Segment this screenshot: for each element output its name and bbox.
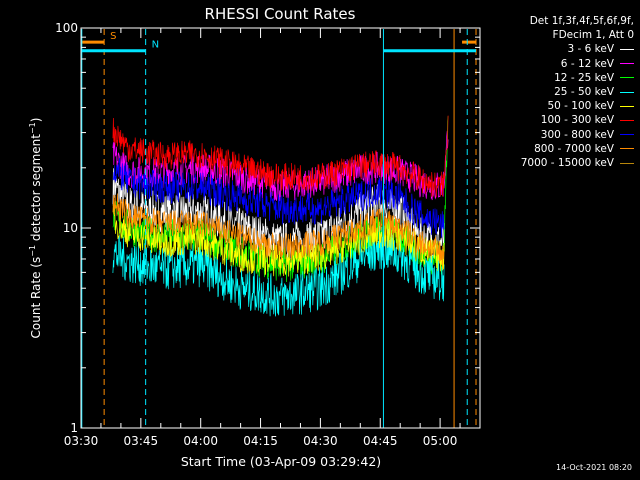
y-axis-label: Count Rate (s−1 detector segment−1) — [28, 118, 43, 339]
legend-swatch — [620, 63, 634, 65]
legend-entry: 3 - 6 keV — [478, 42, 634, 56]
legend-entry-label: 800 - 7000 keV — [534, 142, 614, 155]
series-line — [112, 193, 445, 267]
y-tick-label: 100 — [55, 21, 78, 35]
legend-entry-label: 50 - 100 keV — [547, 100, 614, 113]
legend-entry: 100 - 300 keV — [478, 113, 634, 127]
legend-entry: 6 - 12 keV — [478, 57, 634, 71]
x-tick-label: 05:00 — [423, 434, 458, 448]
marker-label: N — [152, 40, 159, 51]
legend-rows: 3 - 6 keV 6 - 12 keV 12 - 25 keV 25 - 50 ke… — [478, 42, 634, 170]
x-tick-label: 04:00 — [183, 434, 218, 448]
legend-swatch — [620, 49, 634, 50]
chart-title: RHESSI Count Rates — [205, 5, 356, 23]
legend-swatch — [620, 134, 634, 136]
annotation-layer: SN — [81, 29, 477, 428]
legend-swatch — [620, 105, 634, 107]
x-tick-label: 04:30 — [303, 434, 338, 448]
legend-entry: 50 - 100 keV — [478, 99, 634, 113]
legend-swatch — [620, 162, 634, 164]
y-tick-label: 1 — [70, 421, 78, 435]
legend-entry-label: 300 - 800 keV — [540, 128, 614, 141]
x-tick-label: 04:45 — [363, 434, 398, 448]
legend: Det 1f,3f,4f,5f,6f,9f, FDecim 1, Att 0 3… — [478, 14, 634, 170]
x-tick-label: 03:45 — [124, 434, 159, 448]
y-tick-label: 10 — [63, 221, 78, 235]
marker-label: S — [110, 31, 116, 42]
series-line — [112, 168, 445, 261]
legend-entry-label: 12 - 25 keV — [554, 71, 614, 84]
legend-entry-label: 25 - 50 keV — [554, 86, 614, 99]
legend-detector-line: Det 1f,3f,4f,5f,6f,9f, — [529, 15, 634, 27]
series-layer — [112, 115, 449, 317]
y-axis-label-pre: Count Rate (s — [29, 257, 43, 339]
x-tick-label: 04:15 — [243, 434, 278, 448]
legend-entry: 7000 - 15000 keV — [478, 156, 634, 170]
legend-entry: 25 - 50 keV — [478, 85, 634, 99]
legend-entry: 800 - 7000 keV — [478, 142, 634, 156]
legend-swatch — [620, 91, 634, 93]
y-axis-label-sup2: −1 — [28, 122, 37, 134]
legend-entry-label: 7000 - 15000 keV — [520, 157, 614, 170]
x-tick-label: 03:30 — [64, 434, 99, 448]
legend-swatch — [620, 148, 634, 150]
x-axis-label: Start Time (03-Apr-09 03:29:42) — [181, 454, 381, 469]
y-axis-label-end: ) — [29, 118, 43, 123]
y-axis-label-sup: −1 — [28, 245, 37, 257]
legend-entry-label: 100 - 300 keV — [540, 114, 614, 127]
series-line — [112, 157, 445, 238]
legend-swatch — [620, 120, 634, 122]
series-line — [112, 115, 449, 198]
legend-entry-label: 6 - 12 keV — [560, 57, 614, 70]
series-line — [112, 203, 445, 277]
timestamp: 14-Oct-2021 08:20 — [556, 463, 632, 472]
legend-entry: 300 - 800 keV — [478, 128, 634, 142]
legend-swatch — [620, 77, 634, 79]
legend-decim-line: FDecim 1, Att 0 — [552, 29, 634, 42]
y-axis-label-mid: detector segment — [29, 134, 43, 245]
axes-layer: 1 10 100 03:30 03:45 04:00 04:15 04:30 04:45 05:0… — [55, 21, 481, 448]
legend-entry: 12 - 25 keV — [478, 71, 634, 85]
legend-entry-label: 3 - 6 keV — [567, 43, 614, 56]
